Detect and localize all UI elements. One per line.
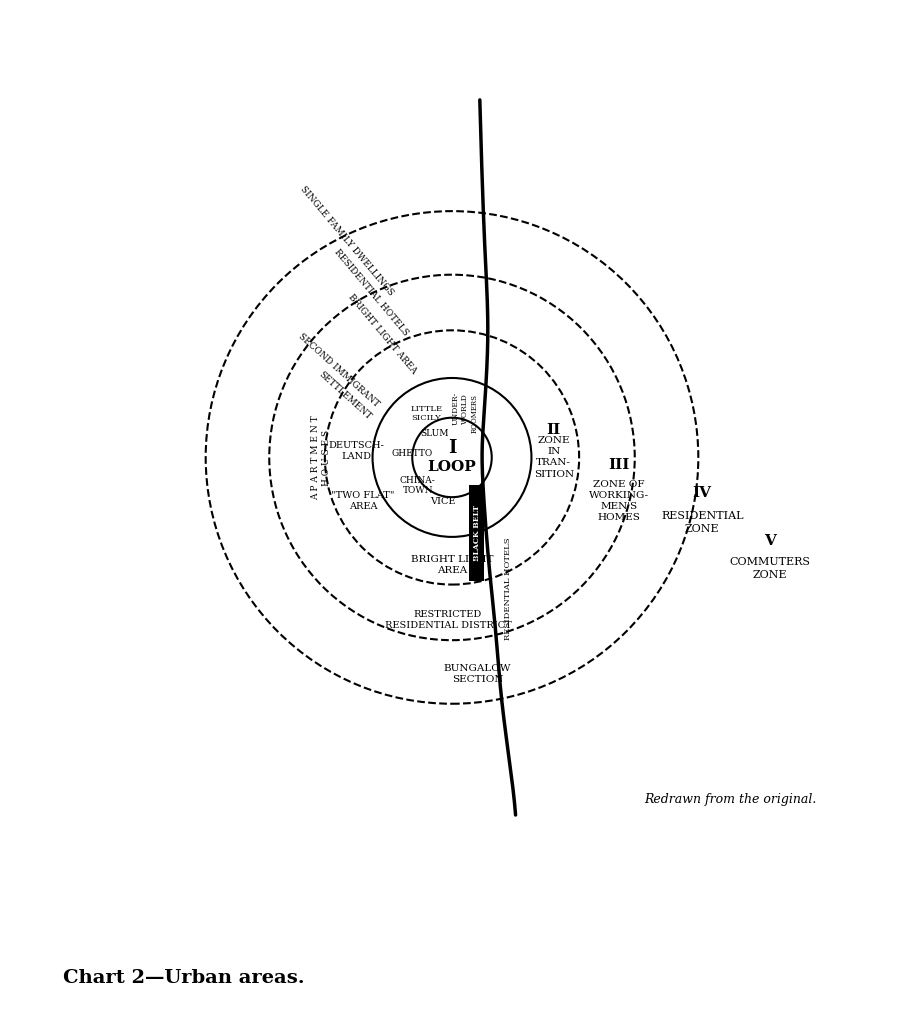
Text: A P A R T M E N T: A P A R T M E N T [311,415,320,500]
Text: LITTLE
SICILY: LITTLE SICILY [410,406,442,422]
Text: BRIGHT LIGHT
AREA: BRIGHT LIGHT AREA [410,555,493,574]
Text: DEUTSCH-
LAND: DEUTSCH- LAND [329,441,384,461]
Text: II: II [546,423,560,436]
Text: LOOP: LOOP [427,460,476,474]
Text: BRIGHT LIGHT AREA: BRIGHT LIGHT AREA [346,293,417,376]
Text: SINGLE FAMILY DWELLINGS: SINGLE FAMILY DWELLINGS [299,185,395,298]
Text: RESIDENTIAL HOTELS: RESIDENTIAL HOTELS [331,247,409,337]
Text: BUNGALOW
SECTION: BUNGALOW SECTION [443,664,510,684]
Text: Chart 2—Urban areas.: Chart 2—Urban areas. [63,969,304,987]
Text: RESIDENTIAL HOTELS: RESIDENTIAL HOTELS [503,538,511,640]
Text: Redrawn from the original.: Redrawn from the original. [643,793,815,806]
Text: CHINA-
TOWN: CHINA- TOWN [399,475,435,495]
Text: GHETTO: GHETTO [391,449,433,458]
Text: IV: IV [692,486,711,500]
Text: UNDER-
WORLD: UNDER- WORLD [451,391,468,425]
Text: V: V [763,534,775,548]
Text: H O U S E S: H O U S E S [321,429,330,485]
Text: SETTLEMENT: SETTLEMENT [316,370,372,421]
Bar [469,485,483,581]
Text: BLACK BELT: BLACK BELT [472,505,480,561]
Text: I: I [447,439,456,457]
Text: RESTRICTED
RESIDENTIAL DISTRICT: RESTRICTED RESIDENTIAL DISTRICT [385,610,511,631]
Text: SLUM: SLUM [420,429,448,438]
Text: III: III [608,459,628,472]
Text: "TWO FLAT"
AREA: "TWO FLAT" AREA [330,492,395,511]
Text: SECOND IMMIGRANT: SECOND IMMIGRANT [297,332,381,409]
Text: ZONE OF
WORKING-
MEN'S
HOMES: ZONE OF WORKING- MEN'S HOMES [588,480,648,522]
Text: RESIDENTIAL
ZONE: RESIDENTIAL ZONE [660,511,742,534]
Text: ROOMERS: ROOMERS [470,394,478,433]
Text: VICE: VICE [429,497,455,506]
Text: COMMUTERS
ZONE: COMMUTERS ZONE [729,557,809,580]
Text: ZONE
IN
TRAN-
SITION: ZONE IN TRAN- SITION [533,436,573,478]
